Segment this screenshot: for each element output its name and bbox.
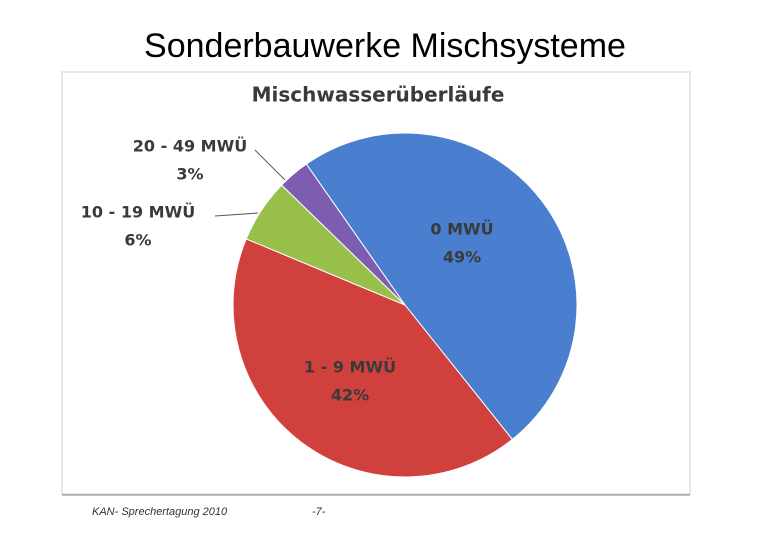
chart-title: Mischwasserüberläufe bbox=[252, 83, 505, 107]
slice-value-label: 6% bbox=[124, 231, 151, 250]
slide-title: Sonderbauwerke Mischsysteme bbox=[144, 27, 626, 65]
pie-slice bbox=[232, 238, 514, 478]
page-number: -7- bbox=[312, 506, 326, 518]
slice-category: 1 - 9 MWÜ bbox=[304, 358, 396, 377]
pie-slice bbox=[280, 163, 406, 306]
pie-slice bbox=[305, 132, 578, 441]
slice-category: 20 - 49 MWÜ bbox=[133, 137, 247, 156]
slice-value-label: 3% bbox=[176, 165, 203, 184]
slice-value-label: 42% bbox=[331, 386, 369, 405]
slice-category: 10 - 19 MWÜ bbox=[81, 203, 195, 222]
leader-line bbox=[214, 212, 259, 217]
footer-text: KAN- Sprechertagung 2010 bbox=[92, 506, 228, 518]
leader-line bbox=[254, 149, 286, 181]
slice-value-label: 49% bbox=[443, 248, 481, 267]
slice-category: 0 MWÜ bbox=[430, 220, 493, 239]
